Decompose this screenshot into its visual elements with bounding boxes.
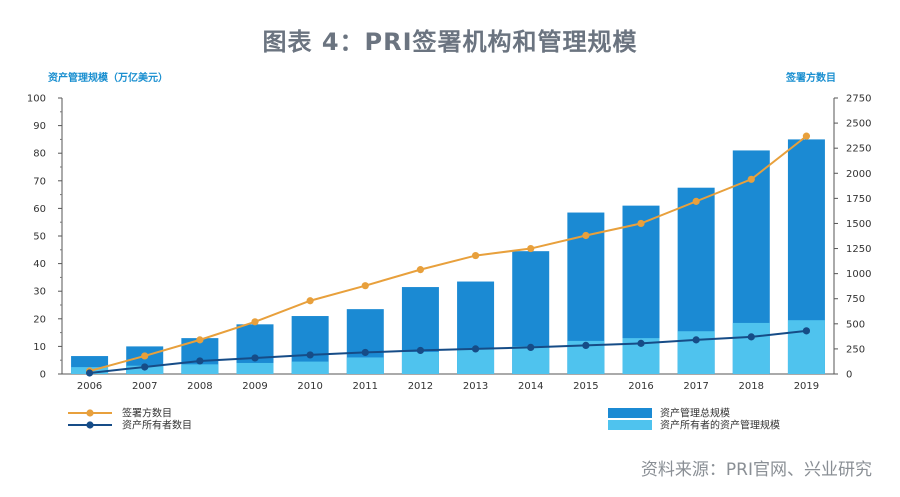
right-tick-label: 2750 — [846, 94, 871, 105]
point-asset-owners — [361, 348, 369, 357]
bar-owner — [732, 322, 770, 374]
point-signatories — [527, 244, 535, 253]
source-note: 资料来源：PRI官网、兴业研究 — [640, 460, 872, 480]
line-asset-owners — [89, 329, 807, 374]
left-tick-label: 60 — [33, 204, 46, 215]
x-tick-label: 2006 — [77, 381, 102, 392]
legend-line-marker — [86, 421, 94, 429]
point-asset-owners — [306, 351, 314, 359]
x-tick-label: 2014 — [518, 381, 543, 392]
x-tick-label: 2011 — [353, 381, 378, 392]
point-signatories — [582, 231, 590, 240]
point-asset-owners — [692, 336, 700, 344]
bar-owner — [401, 351, 439, 374]
point-signatories — [251, 318, 259, 326]
x-tick-label: 2008 — [187, 381, 212, 392]
point-signatories — [637, 219, 645, 228]
chart-title: 图表 4：PRI签署机构和管理规模 — [262, 28, 638, 56]
bar-owner — [181, 364, 219, 374]
line-signatories — [89, 135, 808, 372]
point-signatories — [196, 336, 204, 344]
right-tick-label: 1000 — [846, 269, 871, 280]
bar-owner — [236, 362, 274, 374]
point-asset-owners — [251, 354, 259, 362]
right-tick-label: 1750 — [846, 194, 871, 205]
right-tick-label: 2000 — [846, 169, 871, 180]
left-axis-label: 资产管理规模（万亿美元） — [48, 71, 168, 84]
point-asset-owners — [471, 345, 480, 353]
bar-owner — [346, 357, 384, 374]
left-tick-label: 20 — [33, 314, 46, 325]
point-signatories — [802, 132, 811, 140]
point-asset-owners — [416, 346, 425, 355]
right-tick-label: 1250 — [846, 244, 871, 255]
legend-bar-swatch — [608, 408, 652, 418]
point-signatories — [471, 251, 480, 260]
x-tick-label: 2016 — [628, 381, 653, 392]
legend-label: 资产所有者的资产管理规模 — [660, 419, 780, 432]
x-tick-label: 2017 — [683, 381, 708, 392]
x-tick-label: 2007 — [132, 381, 157, 392]
point-signatories — [306, 297, 314, 305]
bar-owner — [457, 349, 495, 374]
x-tick-label: 2015 — [573, 381, 598, 392]
left-tick-label: 50 — [33, 232, 46, 243]
right-tick-label: 500 — [846, 319, 865, 330]
x-tick-label: 2019 — [794, 381, 819, 392]
point-asset-owners — [582, 341, 590, 349]
right-tick-label: 2500 — [846, 119, 871, 130]
point-signatories — [361, 282, 369, 290]
right-tick-label: 2250 — [846, 144, 871, 155]
point-signatories — [416, 266, 425, 274]
left-tick-label: 100 — [27, 94, 46, 105]
legend-label: 资产所有者数目 — [122, 419, 192, 432]
x-tick-label: 2013 — [463, 381, 488, 392]
point-asset-owners — [747, 333, 755, 341]
right-tick-label: 1500 — [846, 219, 871, 230]
legend-label: 资产管理总规模 — [660, 407, 730, 420]
point-asset-owners — [196, 357, 204, 365]
point-asset-owners — [85, 369, 94, 377]
point-asset-owners — [637, 339, 645, 347]
point-signatories — [141, 352, 149, 360]
point-asset-owners — [141, 363, 149, 371]
x-tick-label: 2012 — [408, 381, 433, 392]
legend-label: 签署方数目 — [122, 407, 172, 420]
right-tick-label: 250 — [846, 344, 865, 355]
right-tick-label: 750 — [846, 294, 865, 305]
point-signatories — [692, 197, 700, 205]
x-tick-label: 2010 — [297, 381, 322, 392]
left-tick-label: 30 — [33, 287, 46, 298]
left-tick-label: 40 — [33, 259, 46, 270]
left-tick-label: 90 — [33, 121, 46, 132]
right-tick-label: 0 — [846, 370, 852, 381]
bar-owner — [291, 361, 329, 374]
left-tick-label: 80 — [33, 149, 46, 160]
left-tick-label: 70 — [33, 176, 46, 187]
right-axis-label: 签署方数目 — [785, 71, 836, 84]
legend-bar-swatch — [608, 420, 652, 430]
x-tick-label: 2009 — [242, 381, 267, 392]
point-signatories — [747, 175, 755, 183]
legend-line-marker — [86, 409, 94, 417]
left-tick-label: 10 — [33, 342, 46, 353]
left-tick-label: 0 — [40, 370, 46, 381]
point-asset-owners — [527, 343, 535, 352]
point-asset-owners — [802, 327, 811, 335]
x-tick-label: 2018 — [739, 381, 764, 392]
